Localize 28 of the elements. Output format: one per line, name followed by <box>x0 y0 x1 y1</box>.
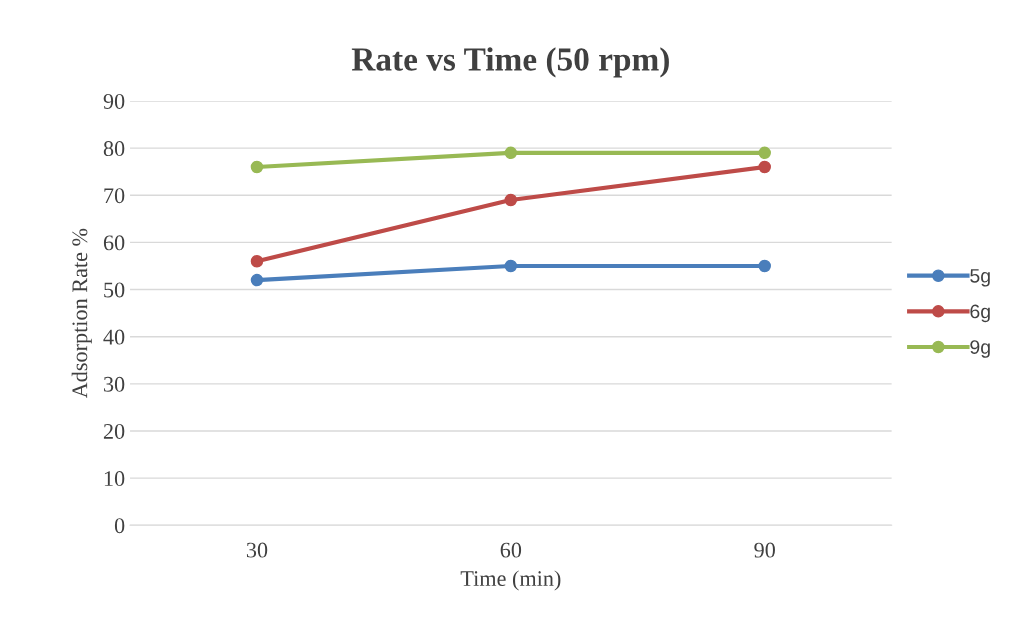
point <box>758 160 771 174</box>
y-tick-label: 30 <box>104 376 125 392</box>
y-tick-label: 70 <box>104 188 125 204</box>
y-tick-label: 0 <box>114 518 125 534</box>
point <box>758 259 771 273</box>
y-tick-label: 10 <box>104 471 125 487</box>
y-axis-title: Adsorption Rate % <box>71 228 92 399</box>
x-tick-label: 90 <box>754 542 775 558</box>
y-tick-label: 90 <box>103 93 125 109</box>
y-tick-label: 80 <box>103 141 125 157</box>
point <box>758 146 771 160</box>
y-tick-label: 40 <box>103 329 125 345</box>
point <box>504 146 518 160</box>
y-tick-label: 20 <box>103 423 125 439</box>
point <box>250 273 264 287</box>
x-axis-title: Time (min) <box>460 570 561 591</box>
y-tick-label: 60 <box>103 235 125 251</box>
legend-label: 6g <box>970 304 990 323</box>
point <box>504 193 518 207</box>
chart-title: Rate vs Time (50 rpm) <box>351 47 669 78</box>
y-tick-label: 50 <box>104 282 125 298</box>
point <box>250 160 264 174</box>
legend-label: 9g <box>970 340 990 358</box>
point <box>250 255 264 268</box>
point <box>504 259 518 273</box>
x-tick-label: 60 <box>500 542 522 558</box>
legend-label: 5g <box>970 269 990 287</box>
x-tick-label: 30 <box>246 542 268 558</box>
